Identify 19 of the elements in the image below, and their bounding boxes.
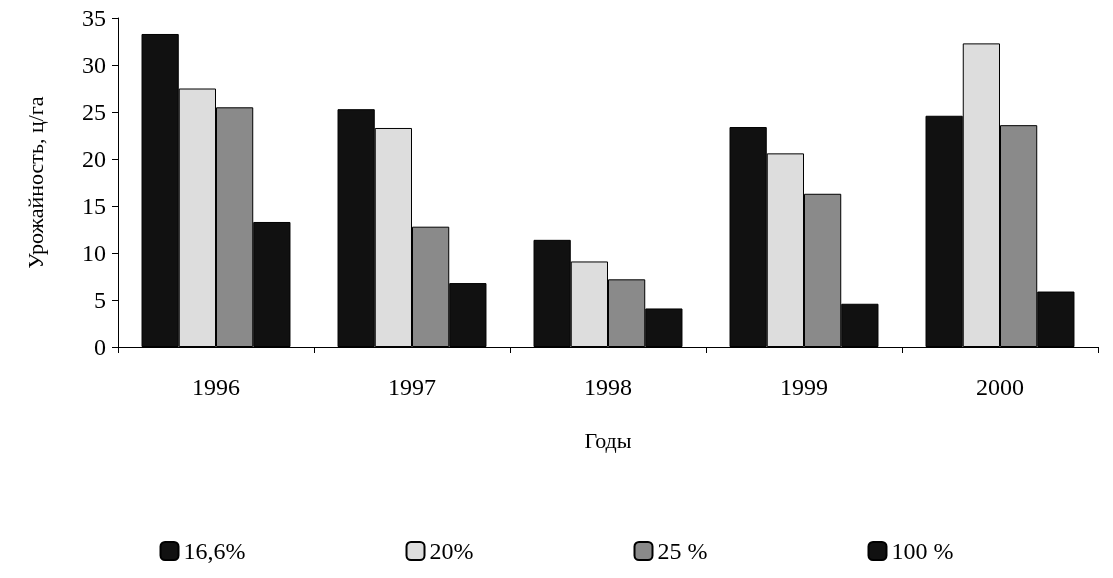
x-tick-label: 1997 bbox=[388, 374, 436, 400]
y-axis-title: Урожайность, ц/га bbox=[22, 96, 48, 269]
y-tick-label: 25 bbox=[82, 99, 106, 125]
y-tick-label: 10 bbox=[82, 240, 106, 266]
y-tick-label: 30 bbox=[82, 52, 106, 78]
y-tick-label: 5 bbox=[94, 287, 106, 313]
legend-label: 16,6% bbox=[183, 538, 246, 564]
legend-label: 25 % bbox=[657, 538, 708, 564]
x-tick-label: 1996 bbox=[192, 374, 240, 400]
x-tick-label: 2000 bbox=[976, 374, 1024, 400]
x-tick-label: 1998 bbox=[584, 374, 632, 400]
x-axis-title: Годы bbox=[584, 427, 632, 453]
legend-label: 20% bbox=[429, 538, 474, 564]
y-tick-label: 0 bbox=[94, 334, 106, 360]
legend-label: 100 % bbox=[891, 538, 954, 564]
y-tick-label: 20 bbox=[82, 146, 106, 172]
x-tick-label: 1999 bbox=[780, 374, 828, 400]
y-tick-label: 35 bbox=[82, 5, 106, 31]
y-tick-label: 15 bbox=[82, 193, 106, 219]
